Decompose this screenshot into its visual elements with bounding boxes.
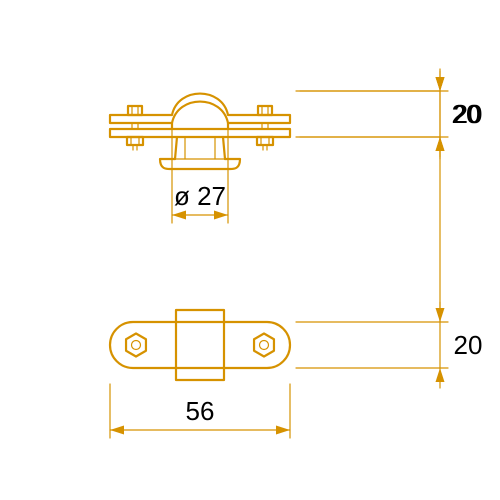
front-view	[110, 94, 290, 169]
dim-h-upper: 20	[454, 99, 483, 129]
dim-h-lower: 20	[454, 330, 483, 360]
dim-width: 56	[186, 396, 215, 426]
dim-diameter: ø 27	[174, 181, 226, 211]
top-view	[110, 310, 290, 380]
